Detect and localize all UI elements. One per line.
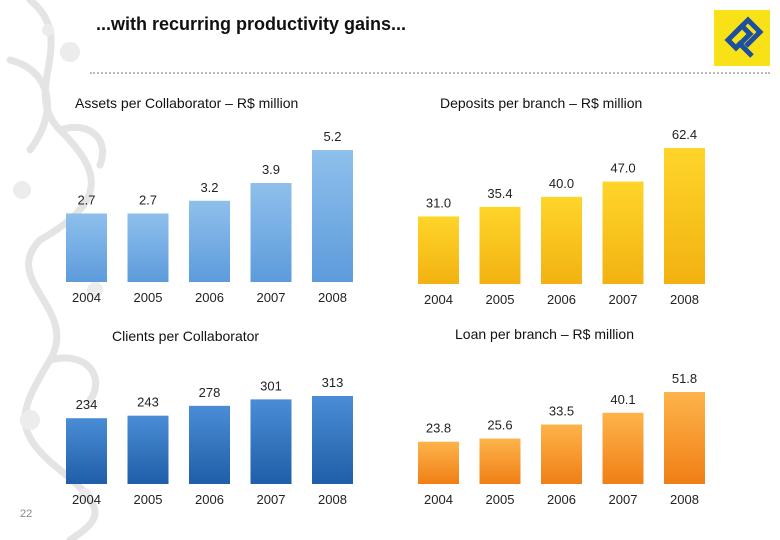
value-label: 33.5 [549,404,574,419]
bar-0-2004 [66,213,107,282]
value-label: 40.0 [549,176,574,191]
x-tick-label: 2006 [195,492,224,507]
chart-title-loans: Loan per branch – R$ million [455,326,634,342]
bar-1-2008 [664,148,705,284]
value-label: 278 [199,385,221,400]
bar-3-2004 [418,441,459,484]
x-tick-label: 2004 [424,292,453,307]
bar-3-2007 [602,412,644,484]
bar-2-2006 [189,405,230,484]
value-label: 234 [76,397,98,412]
page-number: 22 [20,508,33,520]
bar-3-2006 [541,424,582,484]
page-title: ...with recurring productivity gains... [96,14,407,34]
bar-1-2006 [541,196,582,284]
value-label: 40.1 [610,392,635,407]
x-tick-label: 2007 [609,292,638,307]
x-tick-label: 2004 [72,290,101,305]
bar-1-2005 [479,206,521,284]
bar-1-2004 [418,216,459,284]
x-tick-label: 2008 [318,492,347,507]
x-tick-label: 2005 [134,290,163,305]
x-tick-label: 2008 [670,292,699,307]
bar-0-2007 [250,183,292,282]
bar-0-2006 [189,200,230,282]
bar-0-2005 [127,213,169,282]
value-label: 301 [260,378,282,393]
bar-1-2007 [602,181,644,284]
x-tick-label: 2007 [257,492,286,507]
value-label: 47.0 [610,161,635,176]
x-tick-label: 2004 [72,492,101,507]
value-label: 35.4 [487,186,512,201]
x-tick-label: 2007 [609,492,638,507]
x-tick-label: 2006 [195,290,224,305]
value-label: 3.9 [262,162,280,177]
bar-2-2005 [127,415,169,484]
value-label: 3.2 [200,180,218,195]
x-tick-label: 2006 [547,492,576,507]
x-tick-label: 2005 [486,492,515,507]
value-label: 2.7 [77,192,95,207]
x-tick-label: 2008 [318,290,347,305]
x-tick-label: 2007 [257,290,286,305]
bar-0-2008 [312,150,353,282]
value-label: 25.6 [487,418,512,433]
bar-3-2008 [664,392,705,484]
bar-2-2008 [312,396,353,484]
value-label: 51.8 [672,371,697,386]
x-tick-label: 2004 [424,492,453,507]
chart-title-clients: Clients per Collaborator [112,328,260,344]
x-tick-label: 2005 [486,292,515,307]
x-tick-label: 2008 [670,492,699,507]
bank-logo [714,10,770,66]
x-tick-label: 2005 [134,492,163,507]
bar-3-2005 [479,438,521,484]
chart-title-deposits: Deposits per branch – R$ million [440,95,643,111]
value-label: 313 [322,375,344,390]
value-label: 23.8 [426,421,451,436]
bar-2-2004 [66,418,107,484]
bar-2-2007 [250,399,292,484]
value-label: 2.7 [139,192,157,207]
value-label: 62.4 [672,127,697,142]
value-label: 243 [137,395,159,410]
decorative-swirl [6,0,107,540]
title-divider [90,72,770,74]
chart-title-assets: Assets per Collaborator – R$ million [75,95,299,111]
value-label: 5.2 [323,129,341,144]
x-tick-label: 2006 [547,292,576,307]
value-label: 31.0 [426,195,451,210]
